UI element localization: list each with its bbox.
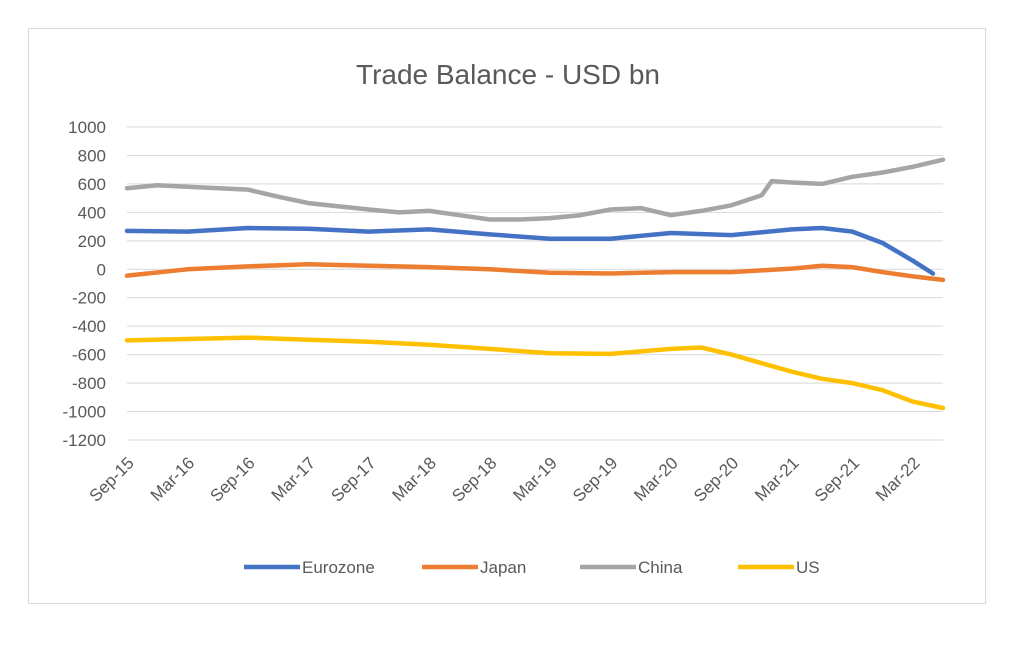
series-line-us [124,335,946,411]
y-tick-label: -600 [72,346,106,365]
legend: Eurozone Japan China US [244,558,820,577]
series-line-china [124,157,946,222]
y-axis-ticks: 1000 800 600 400 200 0 -200 -400 -600 -800 -1000 -1… [63,118,106,450]
legend-label-japan: Japan [480,558,526,577]
legend-label-us: US [796,558,820,577]
x-axis-ticks: Sep-15 Mar-16 Sep-16 Mar-17 Sep-17 Mar-18 Sep-… [86,453,924,505]
y-tick-label: 600 [78,175,106,194]
series-line-japan [124,262,946,283]
x-tick-label: Mar-21 [751,453,803,505]
y-tick-label: 200 [78,232,106,251]
x-tick-label: Mar-16 [147,453,199,505]
x-tick-label: Sep-19 [569,453,621,505]
chart-frame: Trade Balance - USD bn 1000 800 600 400 200 0… [28,28,986,604]
y-tick-label: 400 [78,203,106,222]
y-tick-label: -200 [72,289,106,308]
x-tick-label: Sep-15 [86,453,138,505]
x-tick-label: Sep-20 [690,453,742,505]
grid [127,126,943,441]
line-chart: Trade Balance - USD bn 1000 800 600 400 200 0… [63,59,946,577]
series-lines [124,157,946,411]
series-line-eurozone [124,225,936,276]
y-tick-label: -400 [72,317,106,336]
x-tick-label: Mar-19 [509,453,561,505]
y-tick-label: -1200 [63,431,106,450]
y-tick-label: -1000 [63,403,106,422]
x-tick-label: Sep-17 [327,453,379,505]
x-tick-label: Mar-20 [630,453,682,505]
x-tick-label: Mar-17 [268,453,320,505]
legend-label-eurozone: Eurozone [302,558,375,577]
chart-title: Trade Balance - USD bn [356,59,660,90]
y-tick-label: 1000 [68,118,106,137]
y-tick-label: 800 [78,146,106,165]
x-tick-label: Mar-18 [389,453,441,505]
legend-label-china: China [638,558,683,577]
y-tick-label: 0 [97,260,106,279]
x-tick-label: Sep-18 [448,453,500,505]
y-tick-label: -800 [72,374,106,393]
x-tick-label: Mar-22 [872,453,924,505]
x-tick-label: Sep-21 [811,453,863,505]
x-tick-label: Sep-16 [207,453,259,505]
